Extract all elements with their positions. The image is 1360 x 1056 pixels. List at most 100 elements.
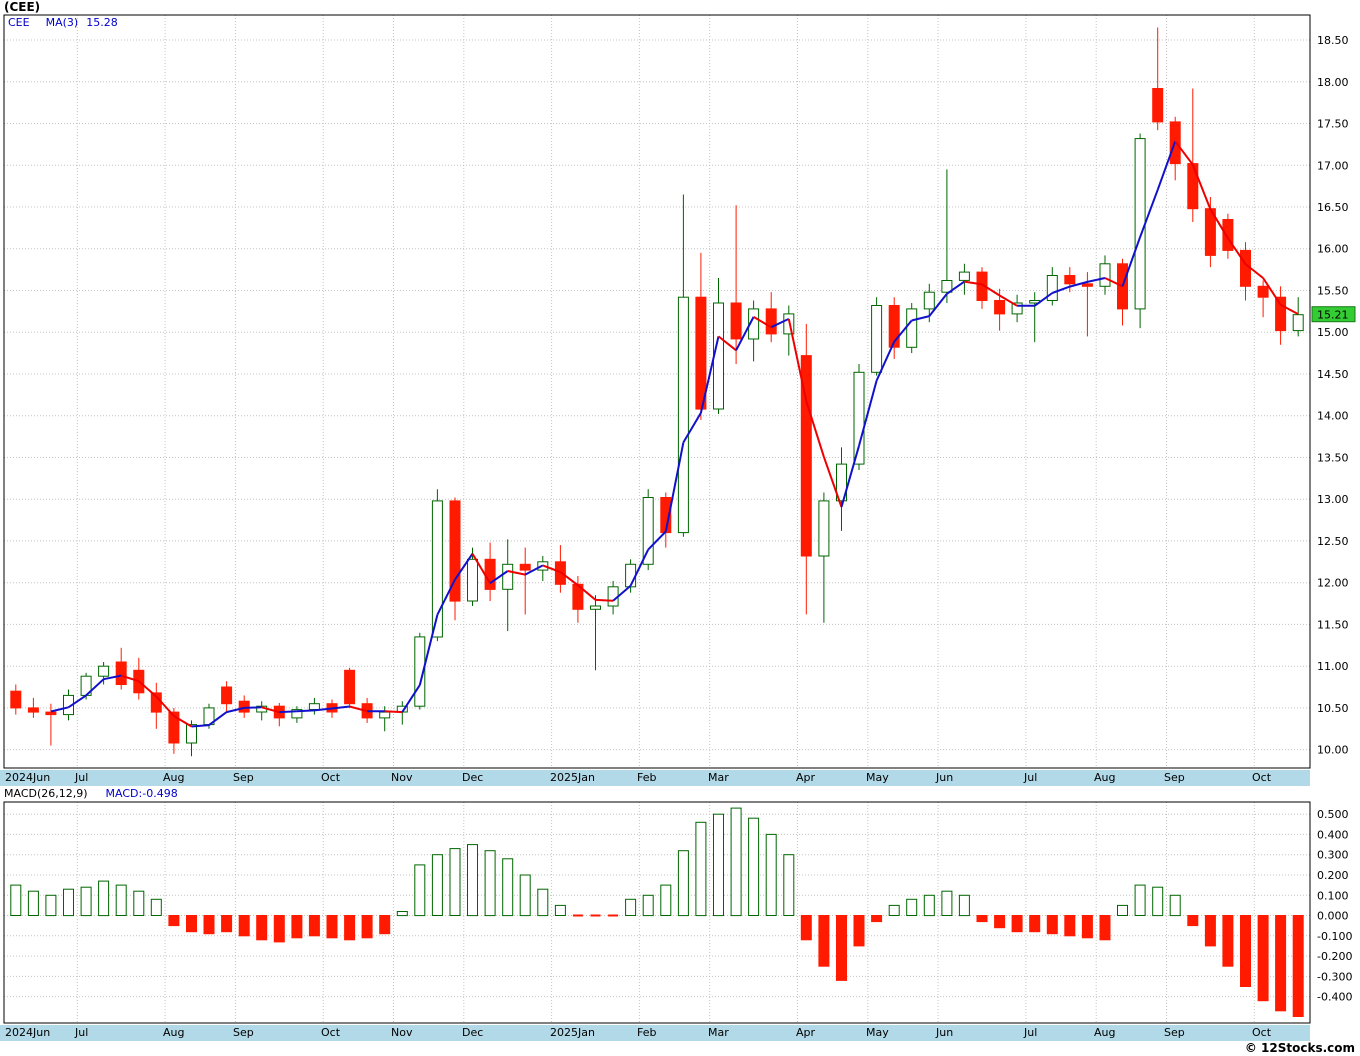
month-label: Nov — [391, 771, 413, 784]
price-chart-panel: 18.50 18.00 17.50 17.00 16.50 16.00 15.50 15.00… — [0, 14, 1360, 770]
macd-bar — [326, 915, 338, 939]
month-label: Nov — [391, 1026, 413, 1039]
candle — [554, 545, 566, 593]
candle — [467, 547, 478, 606]
macd-bar — [871, 915, 883, 923]
month-label: Sep — [233, 1026, 254, 1039]
candle — [590, 595, 601, 671]
candle — [730, 205, 742, 364]
macd-bar — [713, 813, 724, 917]
macd-bar — [783, 854, 795, 916]
macd-axis-labels: 0.500 0.400 0.300 0.200 0.100 0.000 -0.100 -0.2… — [1317, 808, 1352, 1003]
price-chart-svg: 18.50 18.00 17.50 17.00 16.50 16.00 15.50 15.00… — [3, 14, 1356, 769]
macd-bar — [906, 898, 918, 917]
macd-bar — [449, 848, 461, 916]
macd-bar — [291, 915, 303, 939]
svg-text:16.00: 16.00 — [1317, 243, 1349, 256]
month-label: Sep — [233, 771, 254, 784]
svg-text:11.00: 11.00 — [1317, 660, 1349, 673]
macd-bar — [98, 880, 110, 917]
macd-bar — [431, 854, 443, 916]
candle — [221, 681, 233, 713]
macd-bar — [256, 915, 268, 941]
macd-header: MACD(26,12,9) MACD:-0.498 — [0, 786, 1360, 801]
macd-bars-layer — [10, 807, 1304, 1017]
candle — [660, 492, 672, 548]
macd-bar — [677, 850, 689, 917]
macd-bar — [818, 915, 830, 967]
candle — [273, 702, 285, 727]
macd-bar — [625, 898, 637, 917]
svg-text:0.100: 0.100 — [1317, 889, 1349, 902]
month-label: Oct — [321, 1026, 341, 1039]
candle — [115, 647, 127, 690]
month-label: 2025Jan — [550, 771, 595, 784]
svg-text:15.00: 15.00 — [1317, 326, 1349, 339]
candle — [133, 657, 145, 700]
macd-bar — [1099, 915, 1111, 941]
candle — [1099, 255, 1111, 295]
candle — [888, 297, 900, 359]
month-label: Sep — [1164, 771, 1185, 784]
macd-bar — [730, 807, 742, 917]
candle — [502, 539, 514, 632]
macd-bar — [484, 850, 496, 917]
candle — [1240, 242, 1251, 301]
svg-text:18.50: 18.50 — [1317, 34, 1349, 47]
price-plot-border — [3, 14, 1311, 769]
macd-params-label: MACD(26,12,9) — [4, 787, 88, 800]
svg-text:18.00: 18.00 — [1317, 76, 1349, 89]
x-axis-months-bottom: 2024Jun Jul Aug Sep Oct Nov Dec 2025Jan Feb Mar Ap… — [0, 1025, 1310, 1041]
svg-text:-0.300: -0.300 — [1317, 970, 1352, 983]
candle — [871, 297, 883, 376]
month-label: Mar — [708, 1026, 729, 1039]
svg-text:13.50: 13.50 — [1317, 452, 1349, 465]
month-label: 2025Jan — [550, 1026, 595, 1039]
candle — [1152, 27, 1164, 131]
macd-plot-border — [3, 801, 1311, 1024]
price-axis-labels: 18.50 18.00 17.50 17.00 16.50 16.00 15.50 15.00… — [1317, 34, 1349, 757]
candle — [1257, 280, 1269, 318]
macd-bar — [308, 915, 320, 937]
macd-bar — [168, 915, 180, 927]
macd-bar — [1257, 915, 1269, 1002]
candle — [1292, 297, 1304, 337]
ma-label: MA(3) — [45, 16, 79, 29]
candle — [519, 547, 531, 615]
svg-text:0.000: 0.000 — [1317, 910, 1349, 923]
svg-text:14.50: 14.50 — [1317, 368, 1349, 381]
svg-text:0.200: 0.200 — [1317, 869, 1349, 882]
month-label: Dec — [462, 771, 484, 784]
macd-bar — [150, 898, 162, 917]
svg-text:12.00: 12.00 — [1317, 577, 1349, 590]
svg-text:10.00: 10.00 — [1317, 744, 1349, 757]
candle — [836, 447, 847, 531]
candle — [713, 278, 724, 414]
macd-bar — [1240, 915, 1251, 987]
macd-bar — [519, 874, 531, 917]
candle — [976, 267, 988, 309]
svg-text:-0.200: -0.200 — [1317, 950, 1352, 963]
svg-text:0.400: 0.400 — [1317, 828, 1349, 841]
candle — [308, 697, 320, 715]
macd-bar — [660, 884, 672, 916]
macd-bar — [133, 890, 145, 916]
svg-text:0.500: 0.500 — [1317, 808, 1349, 821]
macd-chart-svg: 0.500 0.400 0.300 0.200 0.100 0.000 -0.100 -0.2… — [3, 801, 1352, 1024]
candle — [642, 489, 654, 571]
macd-bar — [1011, 915, 1023, 933]
ma-value: 15.28 — [86, 16, 118, 29]
month-label: 2024Jun — [5, 771, 51, 784]
candle — [256, 701, 268, 721]
svg-text:13.00: 13.00 — [1317, 493, 1349, 506]
macd-bar — [379, 915, 391, 935]
month-label: Feb — [637, 1026, 657, 1039]
candle — [1064, 267, 1076, 293]
macd-value-label: MACD:-0.498 — [105, 787, 178, 800]
macd-bar — [695, 821, 707, 917]
candle — [150, 682, 162, 729]
macd-bar — [80, 886, 92, 917]
candle — [27, 697, 39, 718]
macd-bar — [958, 894, 970, 917]
macd-bar — [221, 915, 233, 933]
